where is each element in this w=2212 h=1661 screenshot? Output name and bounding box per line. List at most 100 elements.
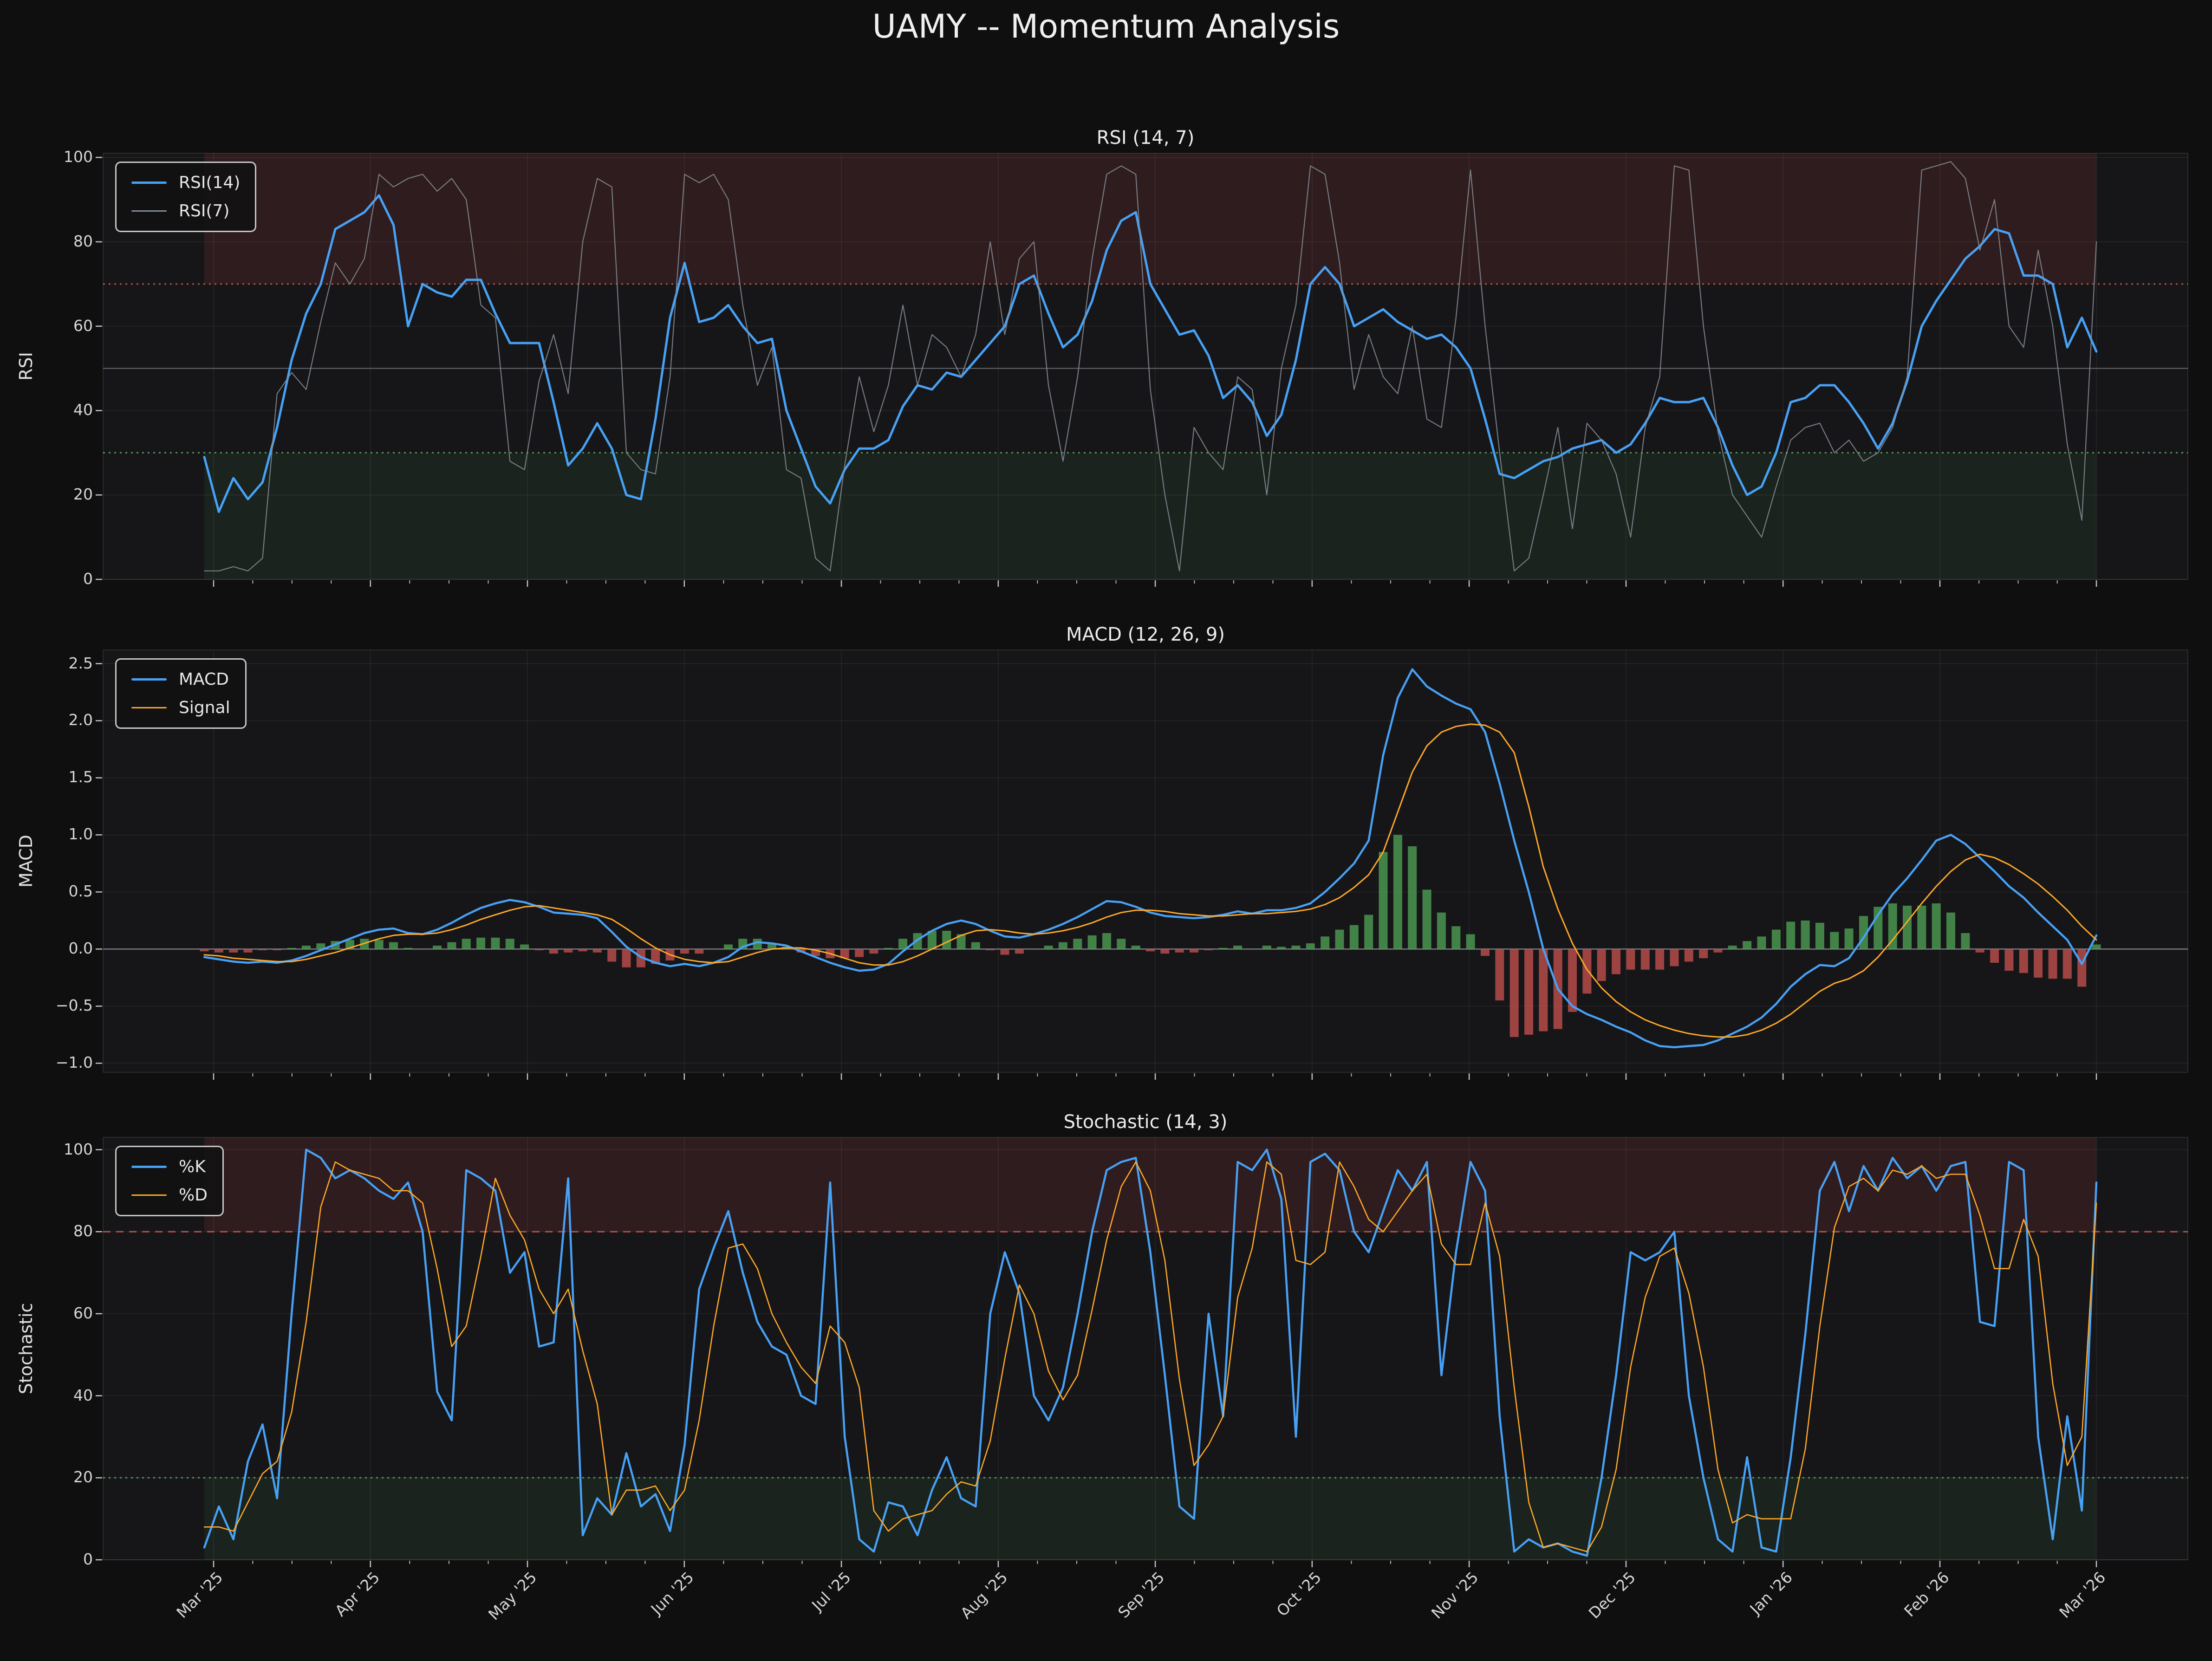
macd-histogram-bar bbox=[229, 949, 238, 953]
macd-histogram-bar bbox=[1408, 846, 1417, 949]
macd-histogram-bar bbox=[1379, 852, 1388, 949]
macd-histogram-bar bbox=[1262, 946, 1271, 949]
macd-histogram-bar bbox=[1349, 925, 1359, 949]
macd-line-0 bbox=[203, 668, 2098, 1049]
stochastic-band-0 bbox=[204, 1137, 2096, 1232]
macd-histogram-bar bbox=[884, 947, 893, 949]
stochastic-legend-label: %D bbox=[179, 1186, 208, 1205]
stochastic-line-0 bbox=[203, 1148, 2098, 1557]
macd-legend-label: MACD bbox=[179, 670, 229, 689]
macd-histogram-bar bbox=[1699, 949, 1708, 959]
macd-legend-item: Signal bbox=[131, 698, 230, 717]
stochastic-legend: %K %D bbox=[115, 1146, 224, 1216]
macd-histogram-bar bbox=[1102, 933, 1111, 949]
stochastic-y-tick-label: 80 bbox=[73, 1222, 93, 1240]
macd-histogram-bar bbox=[1044, 946, 1053, 949]
macd-legend-item: MACD bbox=[131, 670, 230, 689]
macd-histogram-bar bbox=[1640, 949, 1650, 970]
x-tick-label: Apr '25 bbox=[331, 1568, 384, 1620]
macd-histogram-bar bbox=[1437, 912, 1446, 949]
macd-histogram-bar bbox=[1626, 949, 1635, 970]
macd-histogram-bar bbox=[578, 949, 587, 952]
rsi-band-1 bbox=[204, 453, 2096, 579]
rsi-plot-background bbox=[103, 153, 2188, 579]
macd-histogram-bar bbox=[680, 949, 689, 954]
rsi-y-tick-label: 100 bbox=[64, 148, 93, 166]
macd-histogram-bar bbox=[1218, 947, 1228, 949]
macd-histogram-bar bbox=[1582, 949, 1592, 994]
macd-histogram-bar bbox=[2092, 944, 2101, 949]
macd-histogram-bar bbox=[1524, 949, 1533, 1035]
macd-histogram-bar bbox=[1451, 926, 1461, 949]
macd-y-tick-label: 0.0 bbox=[68, 939, 93, 958]
macd-legend-swatch bbox=[131, 678, 167, 681]
macd-histogram-bar bbox=[462, 939, 471, 949]
macd-histogram-bar bbox=[1160, 949, 1170, 954]
macd-histogram-bar bbox=[1087, 935, 1097, 949]
stochastic-plot-frame bbox=[103, 1137, 2188, 1560]
macd-histogram-bar bbox=[1073, 939, 1082, 949]
rsi-y-axis-label: RSI bbox=[16, 352, 36, 381]
macd-histogram-bar bbox=[1233, 946, 1243, 949]
macd-y-tick-label: 1.5 bbox=[68, 768, 93, 786]
macd-histogram-bar bbox=[1335, 929, 1344, 949]
macd-histogram-bar bbox=[301, 946, 311, 949]
macd-histogram-bar bbox=[374, 940, 384, 949]
macd-histogram-bar bbox=[549, 949, 558, 954]
rsi-band-0 bbox=[204, 153, 2096, 284]
x-tick-label: Dec '25 bbox=[1585, 1568, 1639, 1622]
macd-histogram-bar bbox=[1568, 949, 1577, 1012]
macd-histogram-bar bbox=[2077, 949, 2087, 987]
macd-histogram-bar bbox=[389, 942, 398, 949]
stochastic-y-tick-label: 20 bbox=[73, 1468, 93, 1486]
macd-histogram-bar bbox=[1495, 949, 1504, 1001]
stochastic-legend-item: %D bbox=[131, 1186, 208, 1205]
x-tick-label: Oct '25 bbox=[1273, 1568, 1325, 1620]
rsi-legend-swatch bbox=[131, 182, 167, 184]
macd-histogram-bar bbox=[942, 931, 951, 949]
macd-legend-label: Signal bbox=[179, 698, 230, 717]
macd-histogram-bar bbox=[1597, 949, 1606, 981]
macd-histogram-bar bbox=[1612, 949, 1621, 974]
macd-histogram-bar bbox=[2019, 949, 2028, 973]
macd-histogram-bar bbox=[1728, 946, 1737, 949]
macd-plot-frame bbox=[103, 649, 2188, 1073]
macd-histogram-bar bbox=[986, 949, 995, 950]
stochastic-legend-swatch bbox=[131, 1194, 167, 1196]
stochastic-y-tick-label: 0 bbox=[83, 1550, 93, 1568]
macd-histogram-bar bbox=[1393, 835, 1402, 949]
rsi-y-tick-label: 20 bbox=[73, 485, 93, 504]
macd-histogram-bar bbox=[855, 949, 864, 957]
macd-histogram-bar bbox=[1757, 936, 1766, 949]
macd-histogram-bar bbox=[622, 949, 631, 967]
macd-histogram-bar bbox=[1131, 946, 1140, 949]
macd-histogram-bar bbox=[1000, 949, 1009, 955]
x-tick-label: Jun '25 bbox=[647, 1568, 697, 1618]
macd-histogram-bar bbox=[956, 934, 966, 949]
macd-histogram-bar bbox=[491, 937, 500, 949]
rsi-y-tick-label: 60 bbox=[73, 316, 93, 335]
macd-histogram-bar bbox=[1713, 949, 1723, 953]
stochastic-legend-item: %K bbox=[131, 1157, 208, 1176]
macd-histogram-bar bbox=[1466, 934, 1475, 949]
macd-histogram-bar bbox=[1932, 903, 1941, 949]
macd-histogram-bar bbox=[2034, 949, 2043, 978]
stochastic-legend-label: %K bbox=[179, 1157, 206, 1176]
rsi-plot-frame bbox=[103, 153, 2188, 580]
macd-y-tick-label: 2.0 bbox=[68, 711, 93, 729]
x-tick-label: Aug '25 bbox=[956, 1568, 1011, 1622]
macd-histogram-bar bbox=[476, 937, 486, 949]
macd-histogram-bar bbox=[200, 949, 209, 952]
macd-histogram-bar bbox=[258, 949, 267, 950]
stochastic-panel-title: Stochastic (14, 3) bbox=[1063, 1111, 1228, 1133]
x-tick-label: Feb '26 bbox=[1900, 1568, 1953, 1621]
rsi-panel-title: RSI (14, 7) bbox=[1096, 127, 1195, 149]
x-tick-label: Mar '26 bbox=[2056, 1568, 2109, 1622]
rsi-legend-label: RSI(7) bbox=[179, 201, 230, 221]
macd-histogram-bar bbox=[214, 949, 223, 953]
stochastic-y-tick-label: 100 bbox=[64, 1140, 93, 1158]
macd-histogram-bar bbox=[1117, 939, 1126, 949]
macd-histogram-bar bbox=[1684, 949, 1693, 962]
rsi-line-0 bbox=[203, 194, 2098, 513]
macd-histogram-bar bbox=[1422, 889, 1431, 949]
